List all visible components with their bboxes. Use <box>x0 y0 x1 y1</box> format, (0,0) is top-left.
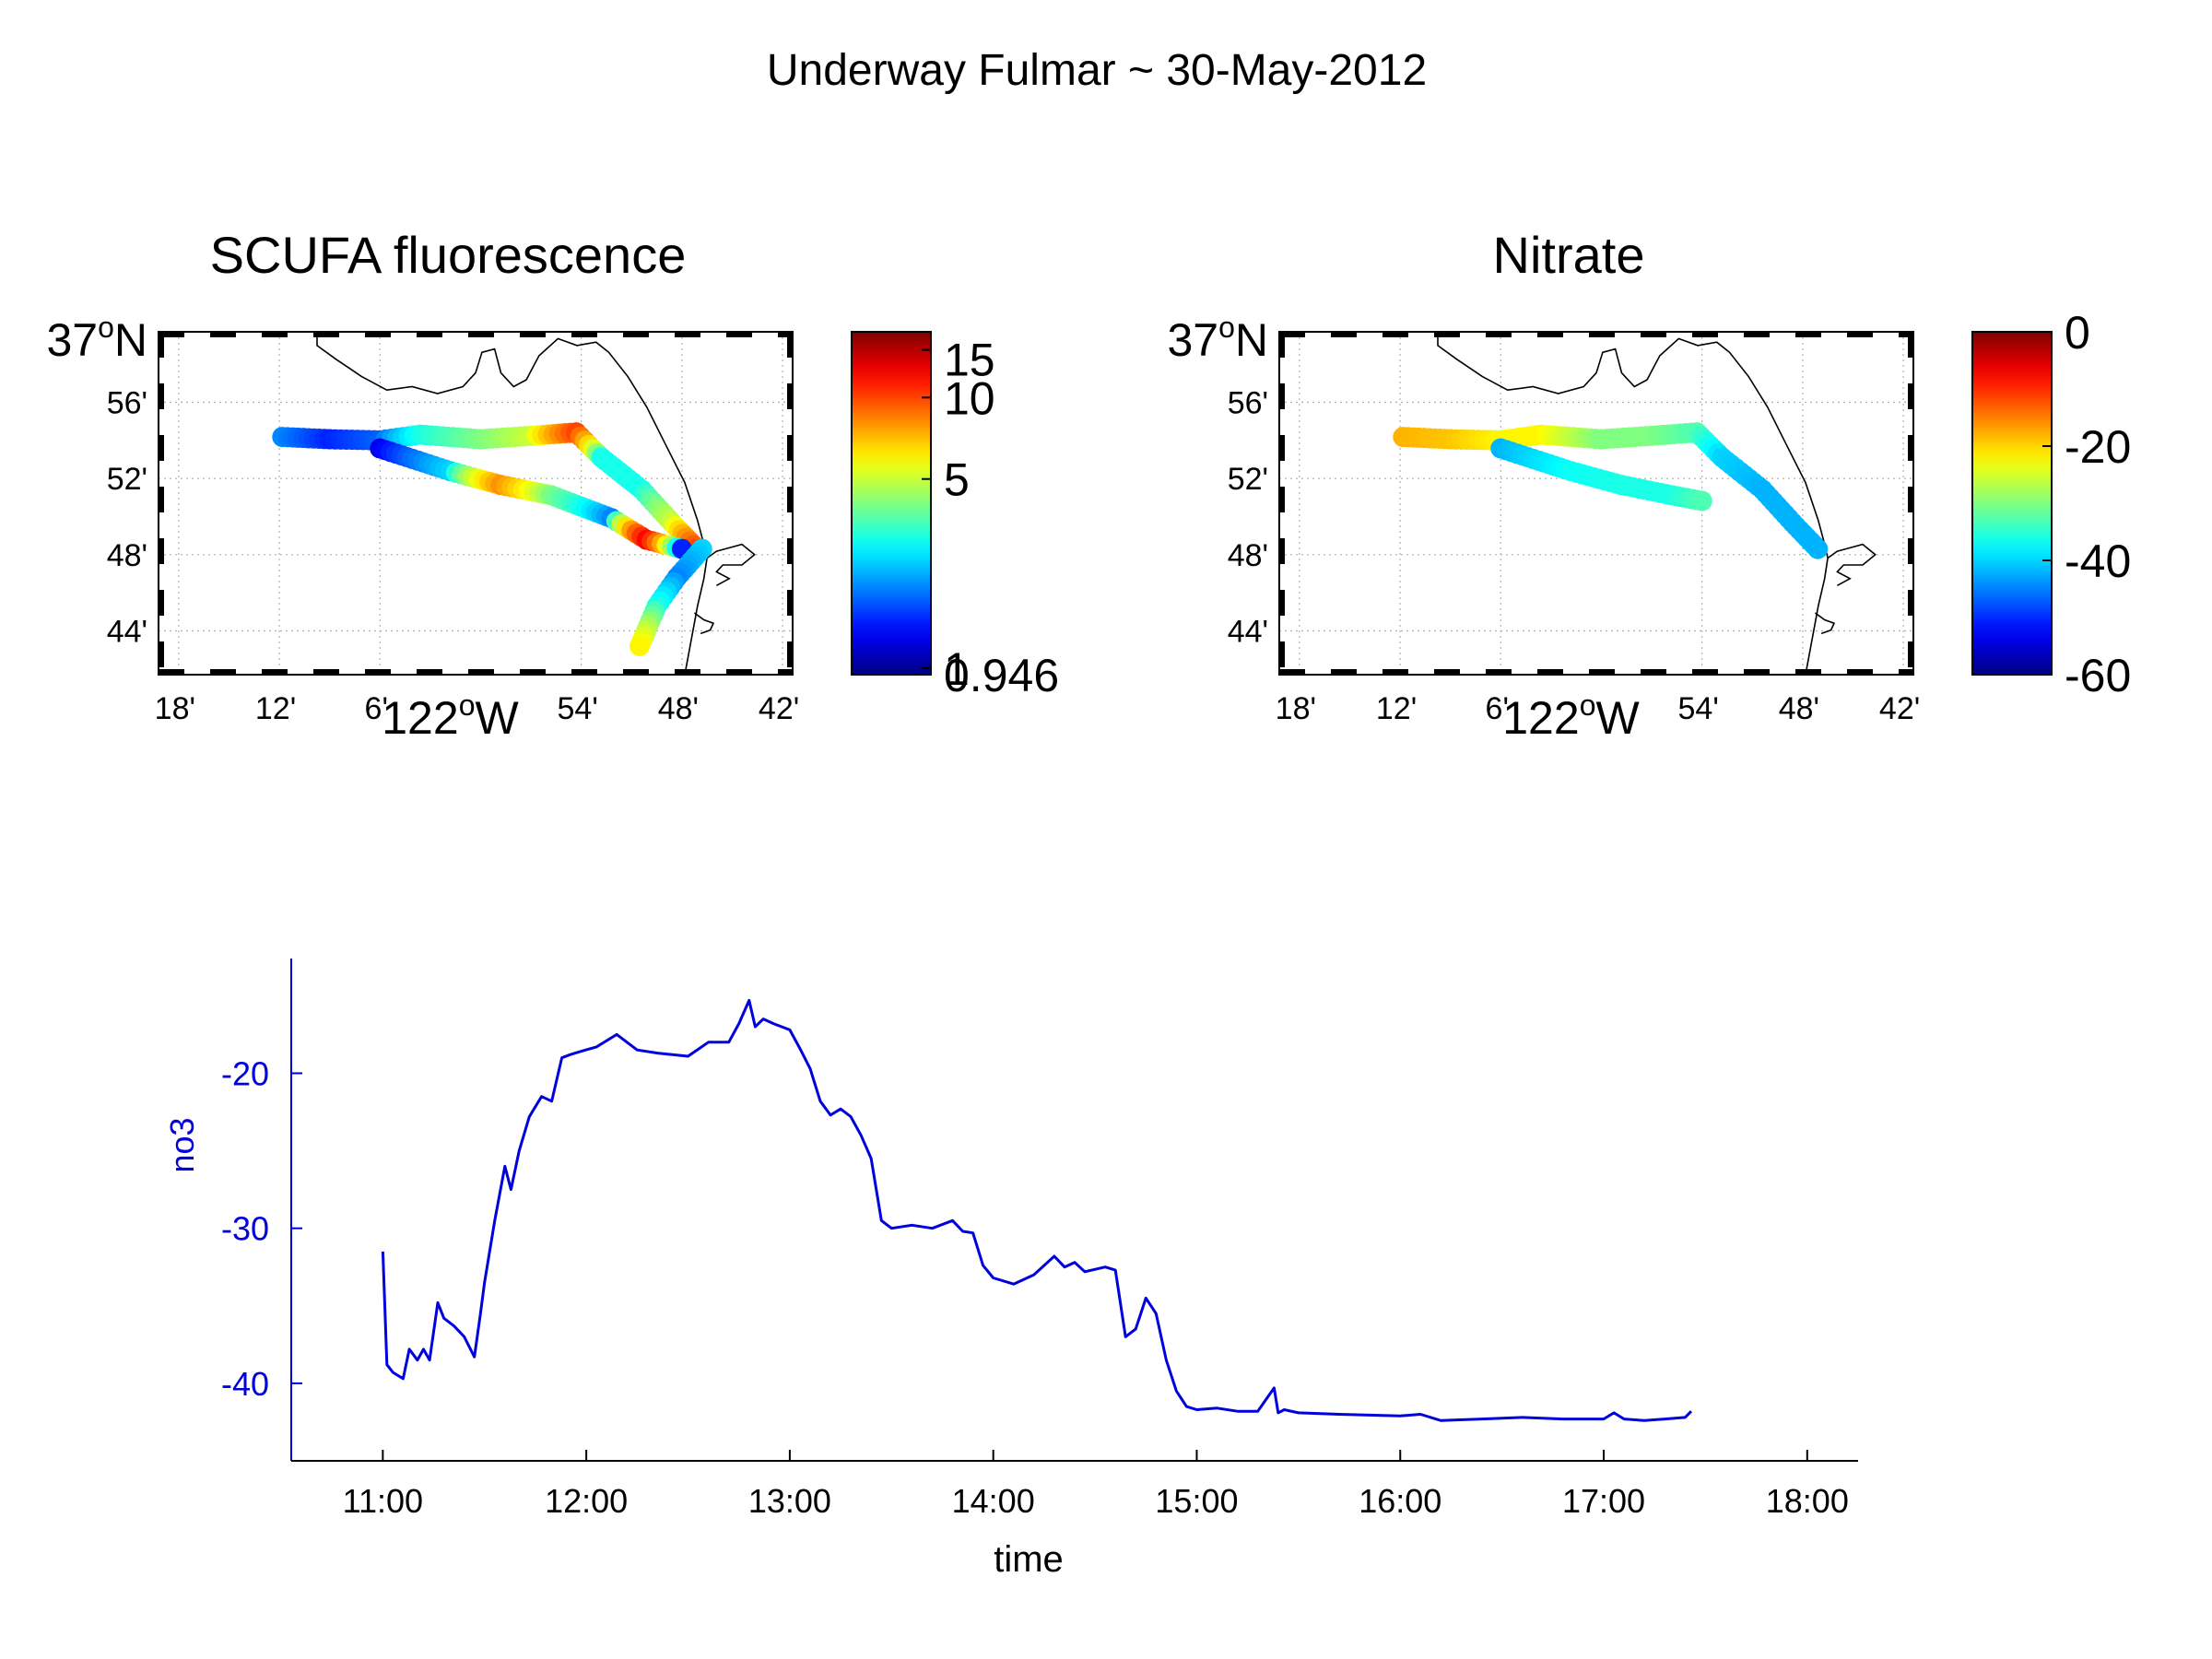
track-point <box>1691 490 1712 512</box>
x-tick-label: 18' <box>155 691 195 726</box>
x-tick-label: 6' <box>365 691 388 726</box>
x-tick-label: 15:00 <box>1155 1482 1238 1520</box>
y-tick-label: 52' <box>1228 462 1268 497</box>
x-tick-label: 48' <box>1779 691 1819 726</box>
x-degree-number: 122 <box>1502 692 1579 744</box>
x-degree-label: 122oW <box>1502 688 1640 744</box>
y-degree-number: 37 <box>1167 314 1218 366</box>
y-tick-label: 44' <box>1228 615 1268 650</box>
figure-title: Underway Fulmar ~ 30-May-2012 <box>767 46 1427 95</box>
x-tick-label: 13:00 <box>748 1482 831 1520</box>
colorbar-tick-label: -60 <box>2065 650 2131 701</box>
x-tick-label: 18' <box>1276 691 1316 726</box>
x-tick-label: 12' <box>255 691 296 726</box>
coastline-inlet <box>1814 612 1836 635</box>
x-axis-label: time <box>994 1539 1064 1580</box>
y-tick-label: -20 <box>221 1054 269 1092</box>
map-title: Nitrate <box>1493 226 1645 284</box>
colorbar-tick-label: 10 <box>944 372 995 424</box>
timeseries-panel-no3: 11:00 12:00 13:00 14:00 15:00 16:00 17:00 18:00… <box>163 959 1858 1580</box>
y-axis-label: no3 <box>163 1117 201 1172</box>
x-tick-label: 42' <box>1879 691 1920 726</box>
x-tick-label: 54' <box>1678 691 1719 726</box>
x-degree-hemisphere: W <box>475 692 519 744</box>
colorbar-tick-label: 5 <box>944 454 970 506</box>
y-tick-label: -30 <box>221 1210 269 1248</box>
map-background <box>1279 332 1913 675</box>
colorbar-tick-label: 0.946 <box>944 650 1059 701</box>
y-degree-label: 37oN <box>1167 311 1268 366</box>
coastline-inlet <box>693 612 715 635</box>
y-tick-label: 52' <box>107 462 147 497</box>
y-tick-label: 48' <box>1228 538 1268 573</box>
coastline-harbor <box>1827 543 1877 587</box>
x-tick-label: 48' <box>658 691 699 726</box>
degree-symbol: o <box>98 311 114 344</box>
degree-symbol: o <box>1218 311 1235 344</box>
colorbar-tick-label: -40 <box>2065 535 2131 587</box>
y-tick-label: 48' <box>107 538 147 573</box>
degree-symbol: o <box>1580 688 1596 722</box>
y-tick-label: 56' <box>1228 386 1268 421</box>
x-tick-label: 18:00 <box>1766 1482 1849 1520</box>
map-background <box>159 332 793 675</box>
y-degree-label: 37oN <box>46 311 147 366</box>
coastline-harbor <box>706 543 756 587</box>
y-tick-label: 56' <box>107 386 147 421</box>
colorbar-tick-label: 15 <box>944 335 995 386</box>
y-degree-number: 37 <box>46 314 98 366</box>
x-tick-label: 42' <box>759 691 799 726</box>
x-degree-label: 122oW <box>382 688 519 744</box>
colorbar-tick-label: 1 <box>944 643 970 695</box>
y-tick-label: -40 <box>221 1365 269 1403</box>
track-point <box>629 636 651 656</box>
x-tick-label: 16:00 <box>1359 1482 1441 1520</box>
x-degree-hemisphere: W <box>1595 692 1640 744</box>
x-tick-label: 6' <box>1486 691 1509 726</box>
track-point <box>1807 538 1829 559</box>
x-tick-label: 12' <box>1376 691 1417 726</box>
series-line-no3 <box>381 998 1693 1422</box>
colorbar <box>1971 331 2053 676</box>
y-tick-label: 44' <box>107 615 147 650</box>
colorbar <box>851 331 932 676</box>
x-tick-label: 12:00 <box>545 1482 628 1520</box>
x-degree-number: 122 <box>382 692 458 744</box>
colorbar-tick-label: -20 <box>2065 421 2131 473</box>
y-degree-hemisphere: N <box>1235 314 1268 366</box>
x-tick-label: 17:00 <box>1562 1482 1645 1520</box>
map-title: SCUFA fluorescence <box>210 226 687 284</box>
x-tick-label: 11:00 <box>343 1482 423 1520</box>
x-tick-label: 14:00 <box>952 1482 1035 1520</box>
y-degree-hemisphere: N <box>114 314 147 366</box>
colorbar-tick-label: 0 <box>2065 307 2090 359</box>
x-tick-label: 54' <box>558 691 598 726</box>
degree-symbol: o <box>459 688 476 722</box>
